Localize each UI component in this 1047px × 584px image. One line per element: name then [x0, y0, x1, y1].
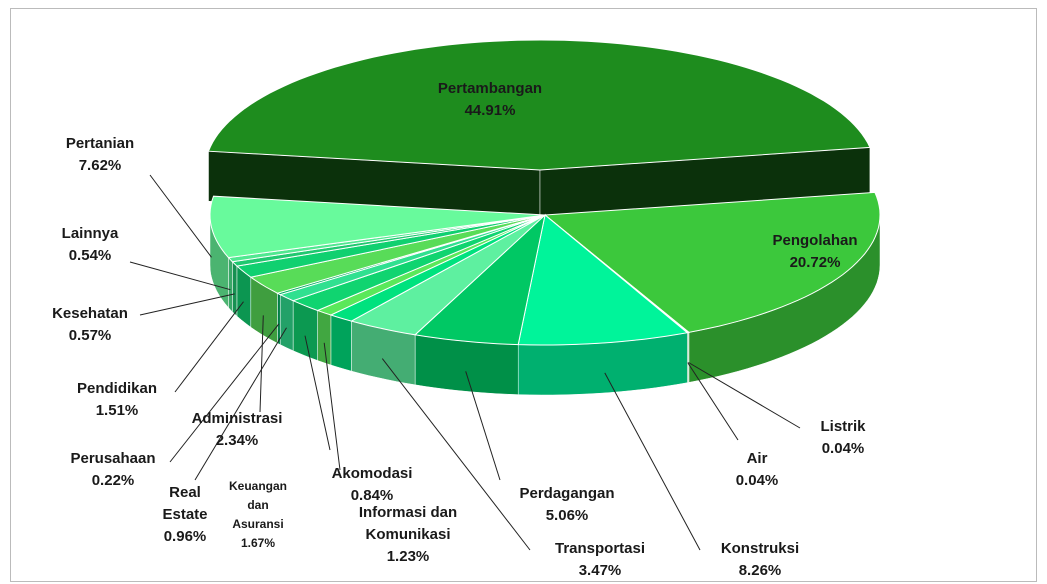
leader-line — [687, 362, 739, 441]
label-name: Konstruksi — [720, 540, 800, 557]
leader-line — [688, 362, 801, 429]
slice-label: Pendidikan 1.51% — [62, 378, 172, 422]
label-value: 0.57% — [68, 327, 112, 344]
slice-label: Listrik 0.04% — [803, 416, 883, 460]
slice-label: Konstruksi 8.26% — [700, 538, 820, 582]
leader-line — [465, 371, 501, 481]
leader-line — [169, 323, 280, 463]
label-name: Real Estate — [162, 484, 208, 523]
label-value: 0.22% — [91, 472, 135, 489]
label-name: Administrasi — [191, 410, 283, 427]
leader-line — [174, 301, 244, 393]
slice-label: Pertambangan 44.91% — [390, 78, 590, 122]
slice-label: Lainnya 0.54% — [35, 223, 145, 267]
leader-line — [323, 342, 341, 471]
pie-slice — [207, 39, 871, 171]
leader-line — [139, 293, 235, 316]
slice-label: Pertanian 7.62% — [45, 133, 155, 177]
label-name: Akomodasi — [331, 465, 413, 482]
slice-label: Perdagangan 5.06% — [502, 483, 632, 527]
label-value: 7.62% — [78, 157, 122, 174]
slice-label: Keuangan dan Asuransi 1.67% — [223, 477, 293, 553]
pie-slice — [209, 195, 546, 259]
slice-label: Real Estate 0.96% — [160, 482, 210, 548]
label-name: Pendidikan — [76, 380, 158, 397]
leader-line — [304, 335, 331, 451]
slice-label: Informasi dan Komunikasi 1.23% — [328, 502, 488, 568]
pie-slice — [543, 191, 881, 333]
slice-label: Perusahaan 0.22% — [48, 448, 178, 492]
label-name: Pertanian — [65, 135, 135, 152]
leader-line — [129, 261, 231, 291]
pie-slice — [414, 213, 546, 346]
slice-side — [232, 261, 238, 317]
label-name: Keuangan dan Asuransi — [228, 479, 287, 531]
label-name: Pengolahan — [772, 232, 858, 249]
label-name: Perusahaan — [70, 450, 156, 467]
slice-side — [228, 256, 233, 313]
slice-side — [277, 292, 281, 346]
label-value: 1.51% — [95, 402, 139, 419]
slice-label: Pengolahan 20.72% — [715, 230, 915, 274]
label-value: 1.23% — [386, 548, 430, 565]
slice-side — [330, 314, 352, 372]
label-name: Kesehatan — [52, 305, 128, 322]
slice-side — [317, 310, 332, 366]
label-value: 8.26% — [738, 562, 782, 579]
label-value: 1.67% — [240, 536, 276, 550]
leader-line — [149, 174, 212, 258]
label-name: Lainnya — [61, 225, 119, 242]
leader-line — [604, 372, 701, 551]
label-value: 0.04% — [821, 440, 865, 457]
label-value: 0.54% — [68, 247, 112, 264]
label-value: 44.91% — [464, 102, 516, 119]
label-value: 5.06% — [545, 507, 589, 524]
label-name: Pertambangan — [437, 80, 543, 97]
slice-side — [279, 294, 294, 352]
label-value: 2.34% — [215, 432, 259, 449]
slice-label: Kesehatan 0.57% — [35, 303, 145, 347]
leader-line — [259, 315, 264, 413]
pie-slice — [249, 214, 546, 294]
label-name: Listrik — [820, 418, 866, 435]
pie-slice — [517, 214, 689, 346]
label-value: 0.84% — [350, 487, 394, 504]
label-name: Air — [746, 450, 768, 467]
label-value: 0.96% — [163, 528, 207, 545]
leader-line — [381, 358, 531, 551]
label-value: 3.47% — [578, 562, 622, 579]
slice-label: Administrasi 2.34% — [172, 408, 302, 452]
leader-line — [194, 327, 287, 481]
slice-label: Transportasi 3.47% — [535, 538, 665, 582]
label-name: Perdagangan — [519, 485, 615, 502]
slice-label: Air 0.04% — [727, 448, 787, 492]
slice-label: Akomodasi 0.84% — [322, 463, 422, 507]
label-name: Transportasi — [554, 540, 646, 557]
pie-slice — [350, 214, 546, 336]
label-name: Informasi dan Komunikasi — [358, 504, 458, 543]
label-value: 20.72% — [789, 254, 841, 271]
label-value: 0.04% — [735, 472, 779, 489]
slice-side — [292, 300, 318, 361]
